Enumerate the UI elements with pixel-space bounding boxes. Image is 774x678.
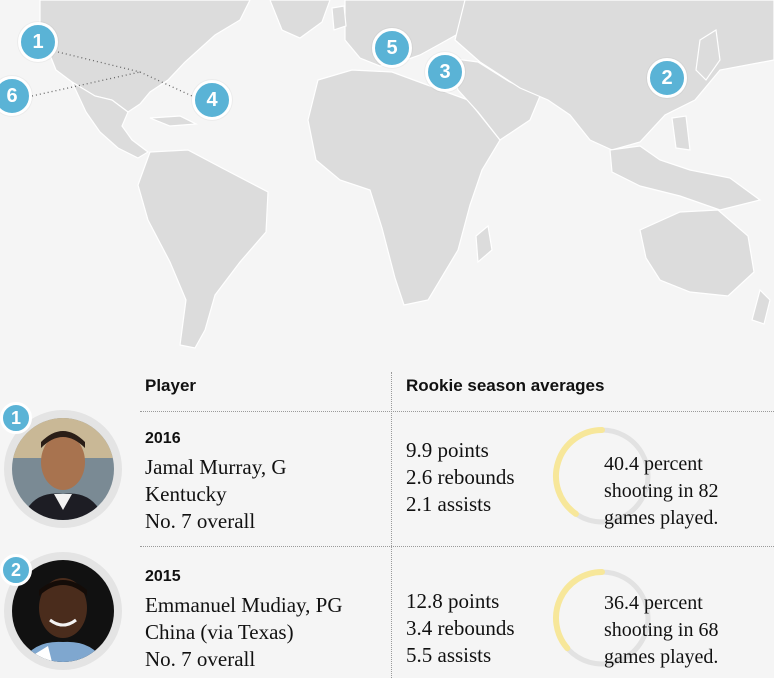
draft-year: 2015 — [145, 568, 181, 585]
stat-points: 12.8 points — [406, 589, 500, 613]
stat-rebounds: 2.6 rebounds — [406, 465, 515, 489]
player-name: Emmanuel Mudiay, PG — [145, 593, 343, 617]
player-origin: Kentucky — [145, 482, 227, 506]
draft-pick: No. 7 overall — [145, 647, 256, 671]
shooting-line-2: shooting in 82 — [604, 480, 719, 502]
shooting-line-1: 36.4 percent — [604, 592, 703, 614]
ring-fill — [553, 427, 605, 517]
north-america — [39, 0, 251, 113]
row-divider — [140, 546, 774, 547]
british-isles — [331, 5, 347, 31]
ring-fill — [553, 569, 605, 652]
caribbean — [149, 115, 199, 127]
shooting-line-1: 40.4 percent — [604, 453, 703, 475]
japan — [695, 28, 721, 81]
middle-east — [447, 57, 541, 141]
madagascar — [475, 224, 493, 264]
draft-year: 2016 — [145, 430, 181, 447]
header-divider — [140, 411, 774, 412]
player-name: Jamal Murray, G — [145, 455, 287, 479]
player-photo — [12, 418, 114, 520]
row-badge-1: 1 — [0, 402, 32, 434]
route-lines — [31, 51, 193, 97]
shooting-line-3: games played. — [604, 646, 719, 668]
column-divider — [391, 372, 392, 678]
australia — [639, 209, 755, 297]
player-portrait-icon — [12, 418, 114, 520]
map-marker-4[interactable]: 4 — [192, 80, 232, 120]
shooting-percentage-ring — [553, 569, 651, 667]
player-origin: China (via Texas) — [145, 620, 294, 644]
stat-rebounds: 3.4 rebounds — [406, 616, 515, 640]
map-marker-1[interactable]: 1 — [18, 22, 58, 62]
stat-assists: 5.5 assists — [406, 643, 492, 667]
averages-column-header: Rookie season averages — [406, 376, 605, 395]
southeast-asia — [609, 145, 762, 211]
shooting-line-3: games played. — [604, 507, 719, 529]
land-masses — [39, 0, 774, 349]
map-marker-2[interactable]: 2 — [647, 58, 687, 98]
greenland — [269, 0, 331, 39]
player-column-header: Player — [145, 376, 197, 395]
central-america — [70, 80, 150, 159]
philippines — [671, 115, 691, 151]
stat-points: 9.9 points — [406, 438, 489, 462]
world-map: 1 2 3 4 5 6 — [0, 0, 774, 349]
shooting-percentage-ring — [553, 427, 651, 525]
map-marker-6[interactable]: 6 — [0, 76, 32, 116]
row-badge-2: 2 — [0, 554, 32, 586]
new-zealand — [751, 288, 771, 325]
draft-pick: No. 7 overall — [145, 509, 256, 533]
stat-assists: 2.1 assists — [406, 492, 492, 516]
map-marker-3[interactable]: 3 — [425, 52, 465, 92]
south-america — [137, 149, 269, 349]
map-marker-5[interactable]: 5 — [372, 28, 412, 68]
shooting-line-2: shooting in 68 — [604, 619, 719, 641]
world-map-graphic — [31, 0, 774, 349]
africa — [307, 69, 501, 306]
